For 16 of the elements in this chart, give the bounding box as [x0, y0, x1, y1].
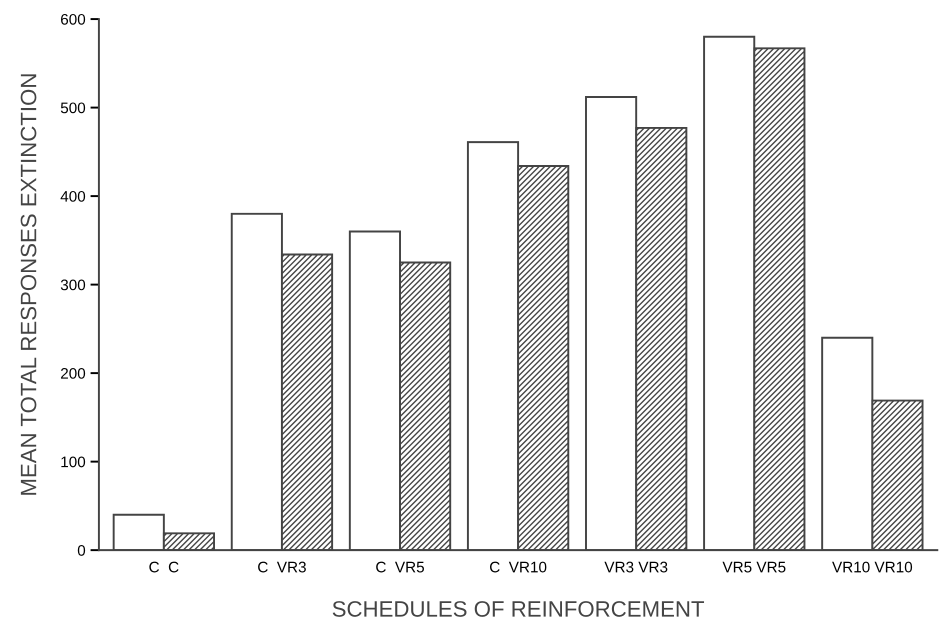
- y-tick-label: 400: [60, 190, 86, 202]
- x-tick-label: C VR3: [258, 562, 306, 572]
- x-tick-label: C VR10: [490, 562, 546, 572]
- y-tick-label: 200: [60, 368, 86, 379]
- y-tick-label: 500: [60, 102, 86, 114]
- x-tick-label: VR10 VR10: [832, 562, 912, 572]
- y-axis-title: MEAN TOTAL RESPONSES EXTINCTION: [20, 74, 36, 495]
- x-tick-label: VR5 VR5: [722, 562, 786, 572]
- x-tick-label: C C: [149, 562, 179, 572]
- y-tick-label: 100: [61, 456, 86, 468]
- x-tick-label: VR3 VR3: [604, 562, 668, 572]
- x-tick-label: C VR5: [376, 562, 424, 572]
- y-tick-label: 600: [61, 14, 86, 25]
- y-tick-label: 0: [78, 545, 86, 556]
- y-tick-label: 300: [60, 279, 86, 290]
- x-axis-title: SCHEDULES OF REINFORCEMENT: [332, 601, 704, 617]
